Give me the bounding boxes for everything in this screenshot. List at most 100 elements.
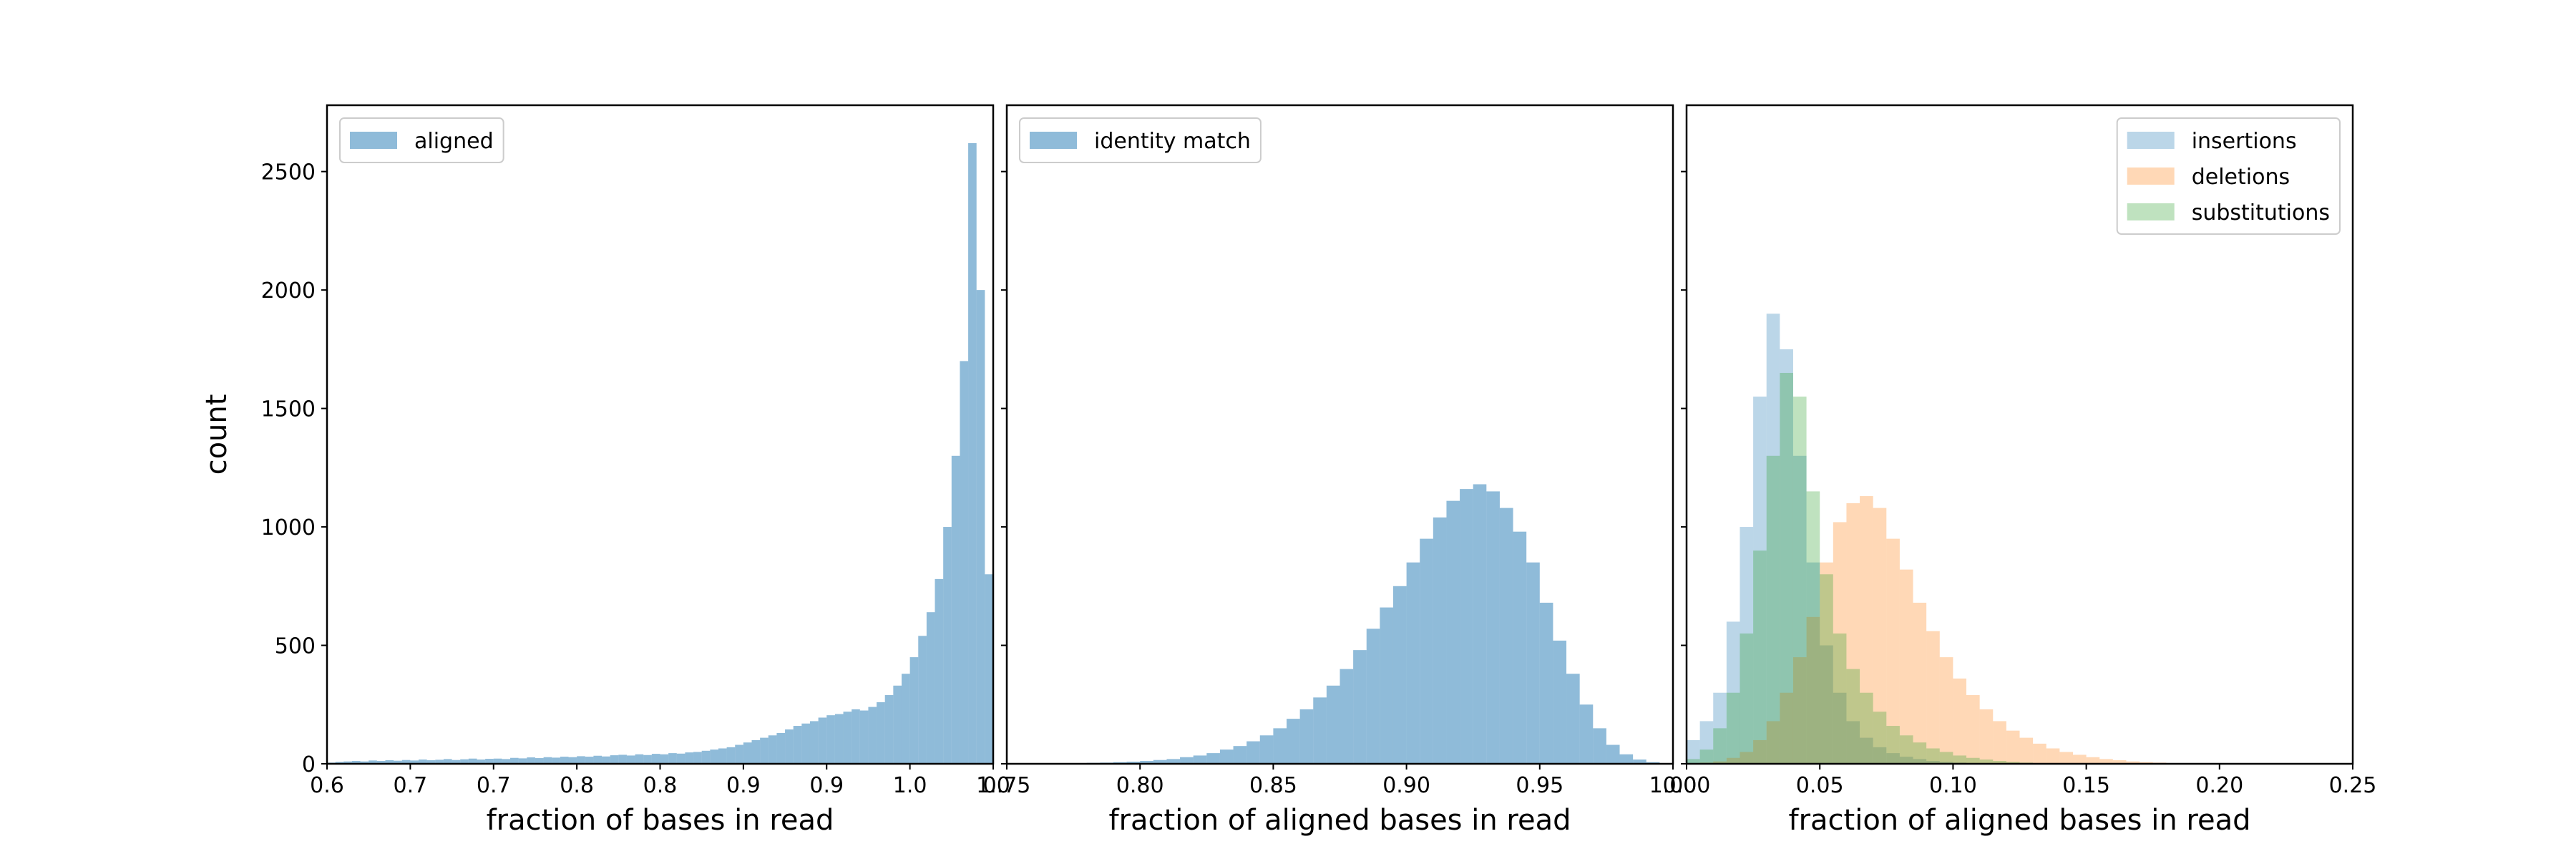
hist-bar [1753,550,1767,764]
hist-bar [610,755,619,764]
hist-bar [460,759,469,764]
hist-bar [376,761,386,764]
y-tick-label: 2500 [261,160,316,185]
legend-patch [350,132,397,149]
hist-bar [626,755,635,764]
hist-bar [760,737,769,764]
legend-frame [339,117,504,163]
hist-bar [1726,692,1740,764]
hist-bar [394,760,402,764]
hist-bar [518,758,527,764]
hist-bar [1206,753,1220,764]
hist-bar [385,760,394,764]
hist-bar [676,753,686,764]
hist-bar [1766,721,1780,764]
hist-bar [1820,562,1833,764]
hist-bar [1579,704,1594,764]
hist-bar [1420,538,1433,764]
hist-bar [1406,562,1420,764]
hist-bar [951,455,960,764]
hist-bar [668,753,677,764]
legend-patch [1030,132,1077,149]
hist-bar [1713,728,1727,764]
hist-bar [1340,669,1354,764]
hist-bar [1606,744,1620,764]
hist-bar [1926,761,1940,764]
hist-bar [1886,726,1900,764]
hist-bar [1939,657,1953,764]
hist-bar [826,715,835,764]
hist-bar [1699,721,1714,764]
hist-bar [2006,762,2020,764]
hist-bar [726,747,736,764]
hist-bar [785,729,794,764]
hist-bar [1833,692,1847,764]
hist-bar [901,674,910,764]
hist-bar [1792,397,1807,764]
x-axis-label: fraction of bases in read [487,804,834,837]
hist-bar [1899,735,1913,764]
x-tick-label: 0.7 [394,773,428,798]
x-tick-label: 0.05 [1796,773,1844,798]
hist-bar [1353,650,1367,764]
hist-bar [660,754,669,764]
hist-bar [369,760,377,764]
hist-bar [834,714,844,764]
hist-bar [818,717,827,764]
hist-bar [1899,569,1913,764]
hist-bar [1820,574,1833,764]
hist-bar [1953,678,1967,764]
x-tick-label: 0.90 [1382,773,1430,798]
hist-bar [909,657,919,764]
hist-bar [343,761,352,764]
hist-bar [801,723,810,764]
hist-bar [1766,314,1780,764]
hist-bar [419,759,427,764]
hist-bar [843,712,852,764]
hist-bar [1753,739,1767,764]
x-tick-label: 0.8 [560,773,594,798]
legend-patch [2127,203,2175,220]
hist-bar [1846,669,1860,764]
hist-bar [1166,759,1181,764]
hist-bar [1993,721,2006,764]
legend-label: substitutions [2192,200,2330,225]
hist-bar [1806,616,1820,764]
x-tick-label: 1.0 [976,773,1010,798]
hist-bar [1713,761,1727,764]
legend-patch [2127,168,2175,185]
x-tick-label: 0.25 [2329,773,2377,798]
legend-label: aligned [414,129,494,154]
legend-patch [2127,132,2175,149]
hist-bar [1846,721,1860,764]
hist-bar [884,695,894,764]
hist-bar [577,756,585,764]
hist-bar [1566,674,1580,764]
hist-bar [1860,692,1873,764]
hist-bar [1126,762,1141,764]
panel: 0.6 0.7 0.7 0.8 0.8 0.9 0.9 1.0 1.0 0 500 1000 1500 2… [200,104,1010,837]
hist-bar [1833,633,1847,764]
hist-bar [1913,759,1927,764]
y-tick-label: 1000 [261,515,316,540]
hist-bar [1792,455,1807,764]
hist-bar [1846,503,1860,764]
hist-bar [1753,397,1767,764]
x-tick-label: 0.6 [310,773,344,798]
hist-bar [1526,562,1540,764]
hist-bar [2072,754,2087,764]
hist-bar [651,754,660,764]
axes-frame [1005,104,1674,765]
hist-bar [1619,754,1634,764]
hist-bar [1939,752,1953,764]
hist-bar [1446,500,1460,764]
hist-bar [2099,759,2113,764]
hist-bar [893,685,902,764]
hist-bar [2086,757,2100,764]
hist-bar [1966,757,1980,764]
hist-bar [1313,697,1327,764]
hist-bar [1486,491,1500,764]
hist-bar [493,758,502,764]
legend: identity match [1019,117,1262,163]
